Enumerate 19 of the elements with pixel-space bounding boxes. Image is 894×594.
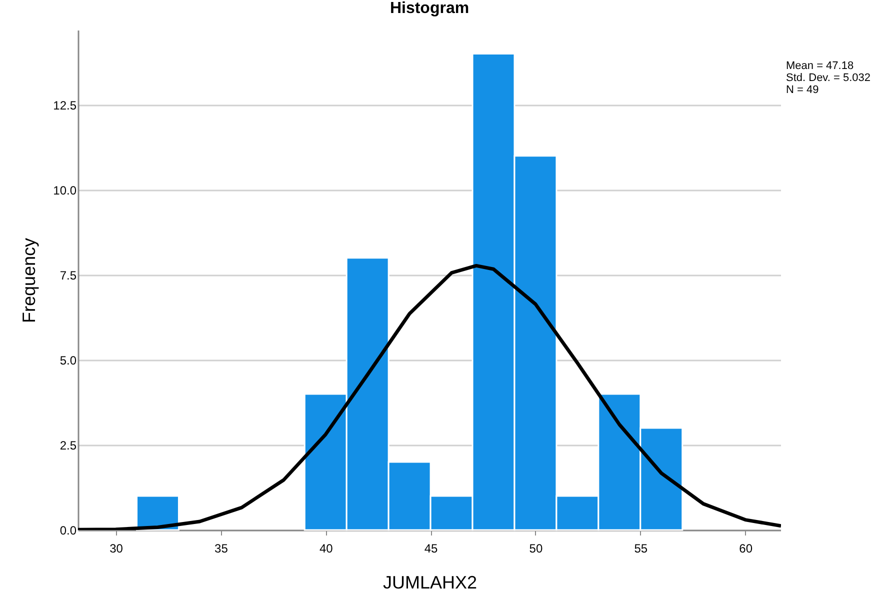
y-tick-label: 5.0 (60, 353, 77, 368)
y-tick-label: 7.5 (60, 268, 77, 282)
y-tick-label: 12.5 (53, 98, 77, 112)
x-tick-label: 30 (110, 542, 124, 556)
chart-title: Histogram (390, 0, 470, 17)
x-tick-label: 60 (739, 542, 753, 556)
x-tick-label: 50 (529, 542, 543, 556)
text: Mean = 47.18 (786, 60, 855, 72)
y-tick-label: 2.5 (60, 438, 77, 452)
y-axis-title: Frequency (19, 238, 40, 324)
text: N = 49 (786, 84, 820, 96)
x-axis-title: JUMLAHX2 (382, 572, 478, 592)
text: Std. Dev. = 5.032 (786, 72, 870, 84)
x-tick-label: 40 (319, 542, 334, 556)
y-tick-label: 0.0 (60, 524, 77, 538)
x-tick-label: 55 (634, 542, 648, 556)
y-tick-label: 10.0 (53, 183, 77, 198)
x-tick-label: 35 (214, 542, 228, 556)
x-tick-label: 45 (424, 542, 438, 556)
